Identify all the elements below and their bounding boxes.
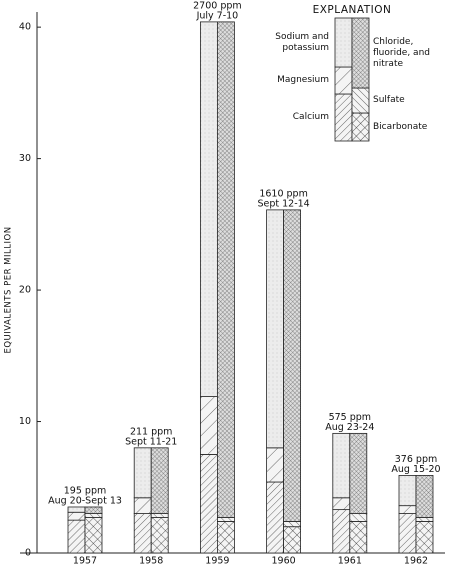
annotation-dates: Aug 20-Sept 13 — [48, 495, 122, 506]
bar-segment — [266, 481, 285, 554]
bar-segment — [67, 511, 86, 521]
bar-segment — [133, 513, 152, 554]
y-tick-label: 10 — [19, 416, 31, 427]
y-tick-label: 0 — [25, 548, 31, 559]
bar-segment — [349, 521, 368, 554]
bar-segment — [216, 521, 235, 554]
bar-segment — [216, 517, 235, 522]
legend-swatch — [334, 66, 353, 95]
bar-segment — [84, 506, 103, 514]
annotation-ppm: 376 ppm — [395, 454, 437, 465]
legend-title: EXPLANATION — [313, 4, 392, 16]
y-axis-label: EQUIVALENTS PER MILLION — [4, 226, 14, 353]
annotation-dates: Aug 23-24 — [325, 422, 374, 433]
bar-segment — [216, 21, 235, 518]
legend-swatch — [334, 93, 353, 142]
annotation-dates: Aug 15-20 — [391, 464, 440, 475]
bar-segment — [150, 517, 169, 554]
bar-segment — [266, 447, 285, 483]
legend-label: Magnesium — [277, 75, 329, 85]
bar-segment — [84, 513, 103, 518]
x-tick-label: 1962 — [404, 556, 428, 566]
bar-segment — [67, 506, 86, 513]
bar-segment — [67, 519, 86, 554]
bar-segment — [84, 517, 103, 554]
legend-label: Calcium — [292, 112, 329, 122]
bar-segment — [199, 454, 218, 554]
bar-segment — [398, 475, 417, 507]
annotation-dates: Sept 12-14 — [257, 198, 309, 209]
bar-segment — [349, 513, 368, 522]
x-tick-label: 1957 — [73, 556, 97, 566]
bar-segment — [266, 209, 285, 449]
bar-segment — [398, 513, 417, 554]
y-tick-label: 30 — [19, 153, 31, 164]
bar-segment — [133, 497, 152, 514]
annotation-ppm: 1610 ppm — [259, 188, 308, 199]
legend-label: Chloride, fluoride, and nitrate — [373, 36, 430, 69]
y-tick-label: 20 — [19, 285, 31, 296]
annotation-ppm: 211 ppm — [130, 426, 172, 437]
annotation-ppm: 575 ppm — [329, 412, 371, 423]
y-tick-label: 40 — [19, 22, 31, 33]
legend-label: Sodium and potassium — [275, 31, 329, 53]
bar-segment — [150, 513, 169, 518]
bar-segment — [283, 521, 302, 528]
legend-swatch — [351, 87, 370, 114]
annotation-dates: July 7-10 — [196, 10, 239, 21]
annotation-dates: Sept 11-21 — [125, 436, 177, 447]
bar-segment — [332, 497, 351, 511]
bar-segment — [199, 21, 218, 397]
bar-segment — [150, 447, 169, 514]
legend-swatch — [351, 112, 370, 142]
legend-swatch — [334, 17, 353, 68]
x-tick-label: 1961 — [338, 556, 362, 566]
bar-segment — [415, 475, 434, 518]
bar-segment — [332, 432, 351, 499]
annotation-ppm: 2700 ppm — [193, 0, 242, 11]
annotation-ppm: 195 ppm — [64, 485, 106, 496]
bar-segment — [283, 209, 302, 522]
bar-segment — [415, 521, 434, 554]
bar-segment — [415, 517, 434, 522]
bar-segment — [133, 447, 152, 499]
bar-segment — [332, 509, 351, 554]
x-tick-label: 1958 — [139, 556, 163, 566]
x-tick-label: 1960 — [272, 556, 296, 566]
bar-segment — [283, 526, 302, 554]
bar-segment — [199, 396, 218, 455]
legend-swatch — [351, 17, 370, 89]
legend-label: Sulfate — [373, 95, 405, 105]
bar-segment — [349, 432, 368, 514]
bar-segment — [398, 505, 417, 514]
legend-label: Bicarbonate — [373, 121, 428, 132]
x-tick-label: 1959 — [205, 556, 229, 566]
